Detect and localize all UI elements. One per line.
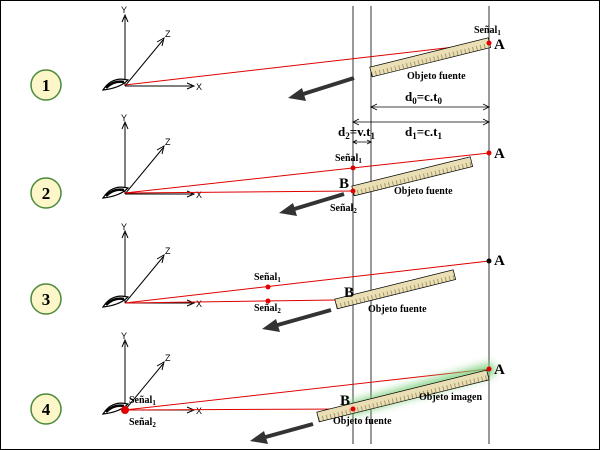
source-object-label: Objeto fuente	[394, 186, 453, 197]
distance-annotations: d0=c.t0 d1=c.t1 d2=v.t1	[338, 89, 490, 145]
signal-2-label: Señal2	[330, 203, 357, 215]
point-a-marker	[486, 366, 492, 372]
signal-1-label: Señal1	[335, 153, 362, 165]
step-1-axes	[121, 13, 196, 90]
motion-arrow-icon	[250, 422, 314, 444]
step-1-badge	[30, 69, 62, 101]
eye-icon	[101, 78, 130, 91]
y-axis-label: Y	[121, 5, 127, 15]
point-b-marker	[350, 406, 356, 412]
motion-arrow-icon	[279, 192, 345, 216]
step-3-axes	[121, 229, 196, 307]
signal-1-label: Señal1	[129, 395, 156, 407]
step-4-panel: Y X Z 4 A B Señal1 Señal2 Objeto imagen …	[30, 331, 505, 444]
equation-d1: d1=c.t1	[405, 124, 443, 141]
step-2-axes	[121, 120, 196, 198]
equation-d2: d2=v.t1	[338, 124, 376, 141]
z-axis-label: Z	[165, 137, 171, 147]
light-ray	[124, 42, 490, 86]
step-1-panel: Y X Z 1 A Señal1 Objeto fuente	[30, 5, 505, 101]
signal-1-label: Señal1	[254, 272, 281, 284]
point-a-label: A	[494, 253, 505, 269]
point-b-label: B	[339, 176, 349, 192]
x-axis-label: X	[196, 299, 202, 309]
point-a-marker	[486, 40, 492, 46]
step-2-badge	[30, 177, 62, 209]
light-ray-b	[124, 299, 337, 304]
eye-icon	[101, 186, 130, 199]
point-a-label: A	[494, 362, 505, 378]
point-a-label: A	[494, 37, 505, 53]
motion-arrow-icon	[288, 76, 355, 101]
point-a-label: A	[494, 146, 505, 162]
z-axis-label: Z	[165, 29, 171, 39]
step-3-badge	[30, 283, 62, 315]
y-axis-label: Y	[121, 222, 127, 232]
point-a-marker	[486, 258, 492, 264]
y-axis-label: Y	[121, 331, 127, 341]
step-3-panel: Y X Z 3 A B Señal1 Señal2 Objeto fuente	[30, 222, 505, 332]
signal-1-marker	[350, 165, 356, 171]
light-ray-b	[124, 408, 354, 411]
image-object-label: Objeto imagen	[419, 392, 482, 403]
point-a-marker	[486, 150, 492, 156]
ruler-icon	[316, 369, 490, 423]
z-axis-label: Z	[165, 353, 171, 363]
signal-2-label: Señal2	[254, 303, 281, 315]
eye-icon	[101, 402, 130, 415]
step-4-badge	[30, 393, 62, 425]
light-ray-a	[124, 260, 490, 304]
light-ray-a	[124, 152, 490, 194]
step-4-number: 4	[42, 400, 51, 419]
observer-marker	[121, 406, 129, 414]
source-object-label: Objeto fuente	[368, 304, 427, 315]
point-b-label: B	[344, 285, 354, 301]
z-axis-label: Z	[165, 246, 171, 256]
step-1-number: 1	[42, 76, 51, 95]
equation-d0: d0=c.t0	[405, 89, 443, 106]
x-axis-label: X	[196, 406, 202, 416]
signal-2-marker	[265, 298, 271, 304]
source-object-label: Objeto fuente	[407, 71, 466, 82]
step-2-panel: Y X Z 2 A B Señal1 Señal2 Objeto fuente	[30, 113, 505, 216]
point-b-label: B	[340, 393, 350, 409]
source-object-label: Objeto fuente	[333, 416, 392, 427]
signal-2-label: Señal2	[129, 417, 156, 429]
x-axis-label: X	[196, 190, 202, 200]
motion-arrow-icon	[262, 308, 332, 332]
signal-1-label: Señal1	[474, 25, 501, 37]
y-axis-label: Y	[121, 113, 127, 123]
eye-icon	[101, 295, 130, 308]
point-b-marker	[350, 188, 356, 194]
light-ray-a	[124, 368, 490, 411]
light-ray-b	[124, 190, 354, 194]
step-3-number: 3	[42, 290, 51, 309]
step-2-number: 2	[42, 184, 51, 203]
signal-1-marker	[265, 284, 271, 290]
x-axis-label: X	[196, 82, 202, 92]
ruler-icon	[334, 269, 457, 310]
